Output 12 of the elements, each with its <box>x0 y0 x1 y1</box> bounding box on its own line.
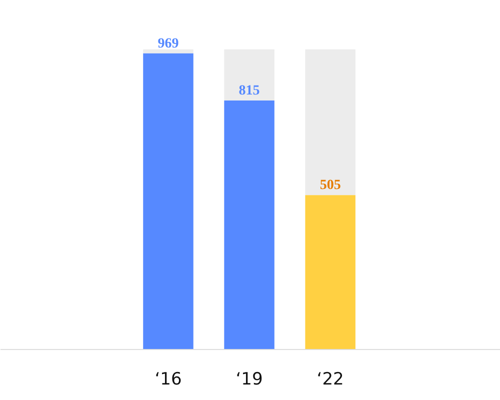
x-tick-label: ‘19 <box>236 370 263 390</box>
data-label: 815 <box>238 83 260 98</box>
bar <box>224 49 274 100</box>
data-label: 505 <box>320 178 341 194</box>
bar <box>143 49 194 54</box>
x-tick-label: ‘22 <box>316 370 344 390</box>
bar <box>305 49 356 196</box>
x-tick-label: ‘16 <box>154 370 182 390</box>
bar <box>305 195 356 350</box>
bar <box>224 100 274 350</box>
bar <box>143 53 194 350</box>
data-label: 969 <box>158 36 179 52</box>
